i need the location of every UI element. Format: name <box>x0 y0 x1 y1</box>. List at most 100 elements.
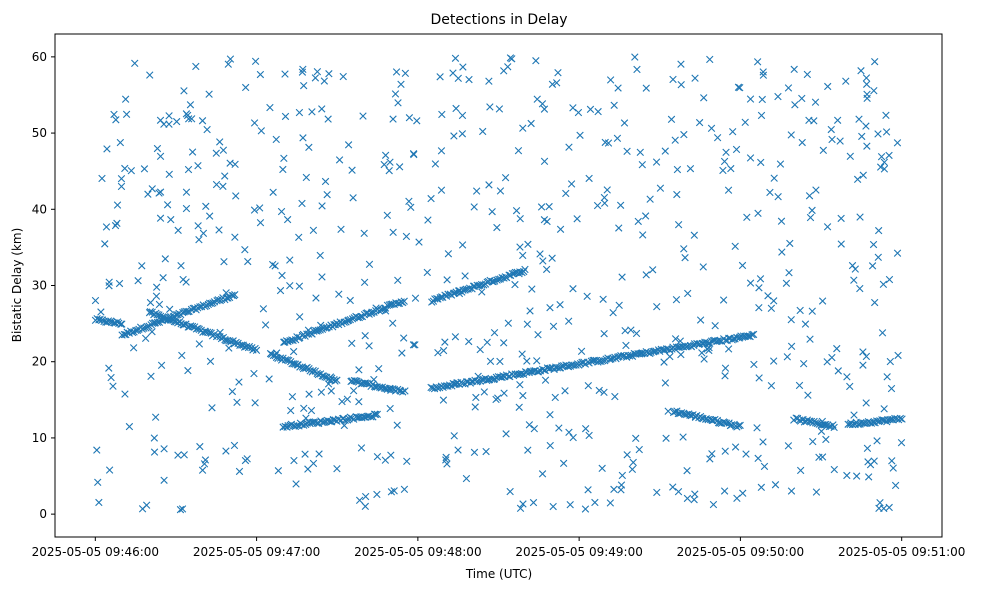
detection-point <box>434 348 442 357</box>
detection-point <box>160 445 168 453</box>
detection-point <box>194 161 202 170</box>
detection-point <box>764 292 772 300</box>
detection-point <box>837 240 845 248</box>
detection-point <box>551 393 559 402</box>
detection-point <box>138 262 146 270</box>
detection-point <box>208 404 216 412</box>
detection-point <box>777 217 786 225</box>
detection-point <box>121 164 129 173</box>
detection-point <box>317 321 325 330</box>
detection-point <box>555 424 563 432</box>
detection-point <box>753 58 762 66</box>
detection-point <box>591 498 599 507</box>
detection-point <box>493 223 501 232</box>
detection-point <box>524 240 532 249</box>
detection-point <box>257 127 266 135</box>
detection-point <box>539 257 547 265</box>
detection-point <box>500 389 508 397</box>
detection-point <box>623 147 631 155</box>
detection-point <box>809 437 817 446</box>
detection-point <box>184 308 192 316</box>
detection-point <box>348 339 356 348</box>
detection-point <box>609 308 617 317</box>
detection-point <box>231 291 239 299</box>
detection-point <box>443 276 451 284</box>
detection-point <box>274 467 283 475</box>
detection-point <box>567 180 576 188</box>
detection-point <box>398 349 406 357</box>
detection-point <box>548 80 557 88</box>
detection-point <box>620 119 629 127</box>
detection-point <box>451 54 460 62</box>
detection-point <box>272 349 281 357</box>
detection-point <box>617 352 625 360</box>
detection-point <box>250 119 259 127</box>
detection-point <box>344 141 353 149</box>
detection-point <box>876 163 885 171</box>
detection-point <box>236 341 244 350</box>
detection-point <box>233 398 241 407</box>
detection-point <box>812 488 821 496</box>
detection-point <box>785 268 793 277</box>
detection-point <box>485 77 493 85</box>
detection-point <box>787 315 795 324</box>
detection-point <box>703 345 711 353</box>
detection-point <box>423 268 431 277</box>
detection-point <box>309 226 318 234</box>
detection-point <box>355 398 363 406</box>
detection-point <box>846 382 854 391</box>
detection-point <box>392 68 401 76</box>
detection-point <box>349 386 358 395</box>
detection-point <box>634 217 642 226</box>
detection-point <box>528 285 536 293</box>
detection-point <box>480 388 489 396</box>
detection-point <box>399 388 407 396</box>
detection-point <box>874 130 882 138</box>
detection-point <box>437 186 446 194</box>
detection-point <box>205 212 214 220</box>
detection-point <box>112 116 120 124</box>
detection-point <box>338 397 346 406</box>
detection-point <box>776 160 785 168</box>
detection-point <box>727 164 735 173</box>
detection-point <box>373 490 381 499</box>
detection-point <box>556 300 564 309</box>
detection-point <box>600 329 608 338</box>
detection-point <box>353 377 361 386</box>
detection-point <box>101 240 109 248</box>
detection-point <box>172 117 181 126</box>
detection-point <box>628 465 637 474</box>
detection-point <box>530 424 538 433</box>
detection-point <box>95 498 103 507</box>
detection-point <box>583 292 591 300</box>
detection-point <box>722 419 731 427</box>
detection-point <box>649 266 657 274</box>
detection-point <box>660 358 668 366</box>
detection-point <box>518 350 526 358</box>
detection-point <box>830 465 838 474</box>
detection-point <box>105 282 113 290</box>
detection-point <box>757 158 765 167</box>
detection-point <box>186 101 195 109</box>
x-tick-label: 2025-05-05 09:49:00 <box>515 545 642 559</box>
detection-point <box>165 170 173 179</box>
detection-point <box>749 330 758 339</box>
detection-point <box>290 456 298 465</box>
detection-point <box>359 112 367 120</box>
detection-point <box>393 421 401 429</box>
detection-point <box>458 241 467 249</box>
detection-point <box>610 101 618 109</box>
detection-point <box>121 390 129 398</box>
detection-point <box>733 333 741 342</box>
detection-point <box>680 130 688 139</box>
detection-point <box>180 321 188 329</box>
y-tick-label: 30 <box>32 279 47 293</box>
detection-point <box>405 197 413 205</box>
detection-point <box>767 382 776 390</box>
detection-point <box>259 305 268 313</box>
detection-point <box>232 192 240 200</box>
detection-point <box>279 165 287 174</box>
detection-point <box>542 265 551 274</box>
detection-point <box>465 284 474 292</box>
detection-point <box>380 160 388 169</box>
